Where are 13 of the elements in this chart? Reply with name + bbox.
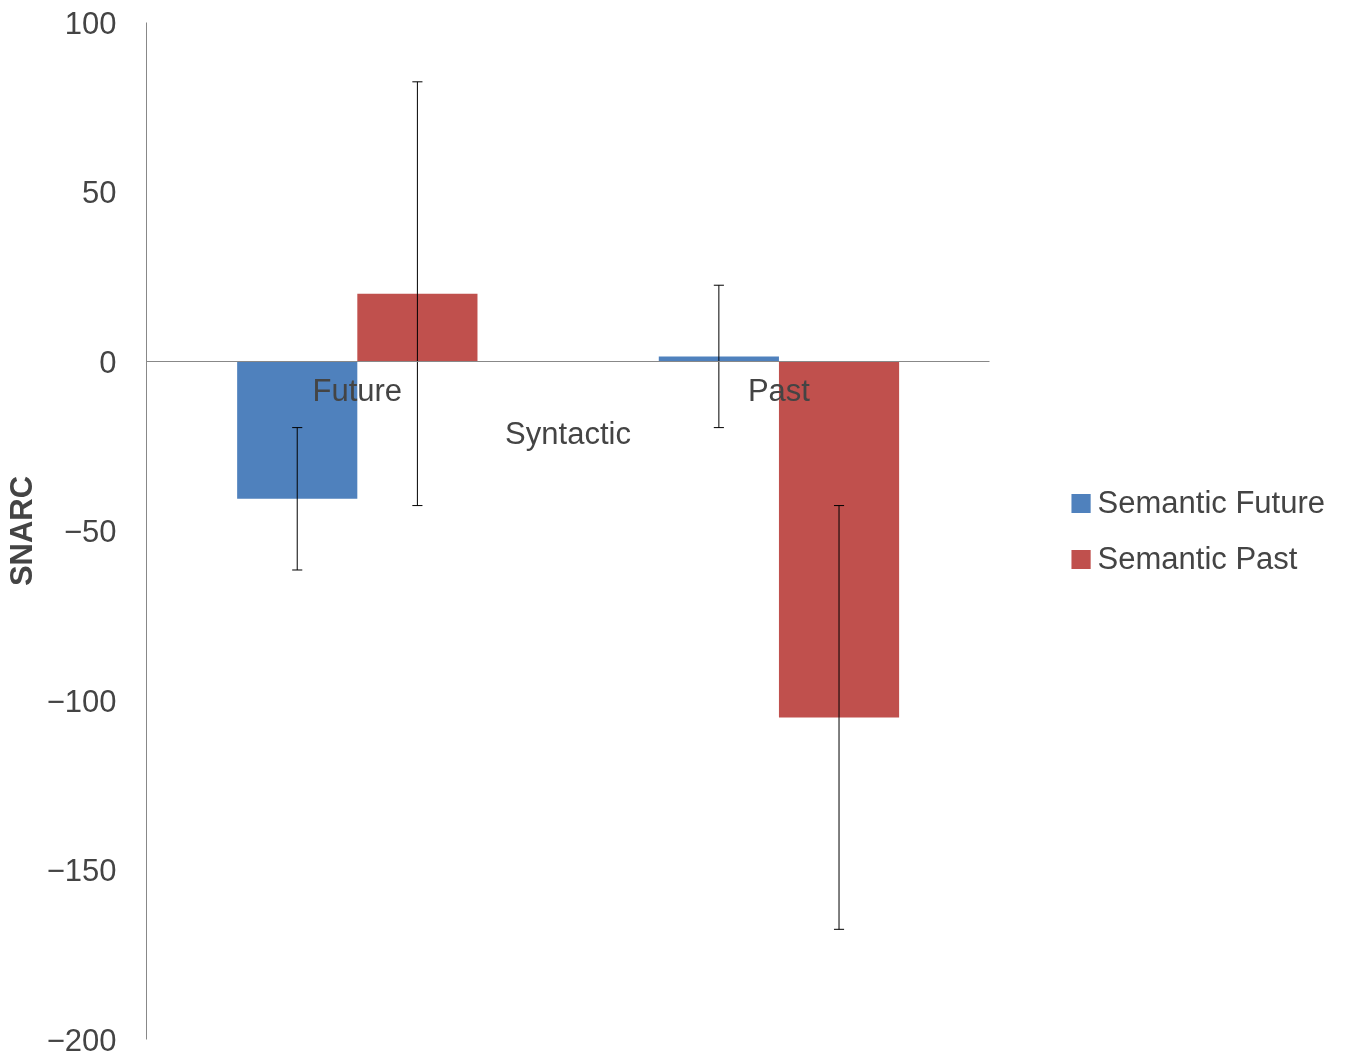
y-tick-label: 50 <box>82 175 117 210</box>
bar <box>658 356 779 362</box>
y-axis-title: SNARC <box>3 475 39 587</box>
x-axis-title: Syntactic <box>505 415 631 451</box>
bar <box>357 293 478 362</box>
y-tick-label: −150 <box>46 853 117 888</box>
y-tick-label: −200 <box>46 1022 117 1058</box>
legend-label: Semantic Past <box>1097 540 1298 577</box>
y-tick-label: −100 <box>46 683 117 719</box>
y-tick-label: 100 <box>64 5 117 41</box>
y-tick-label: 0 <box>99 344 117 380</box>
legend-label: Semantic Future <box>1097 484 1325 521</box>
y-tick-label: −50 <box>63 514 117 549</box>
